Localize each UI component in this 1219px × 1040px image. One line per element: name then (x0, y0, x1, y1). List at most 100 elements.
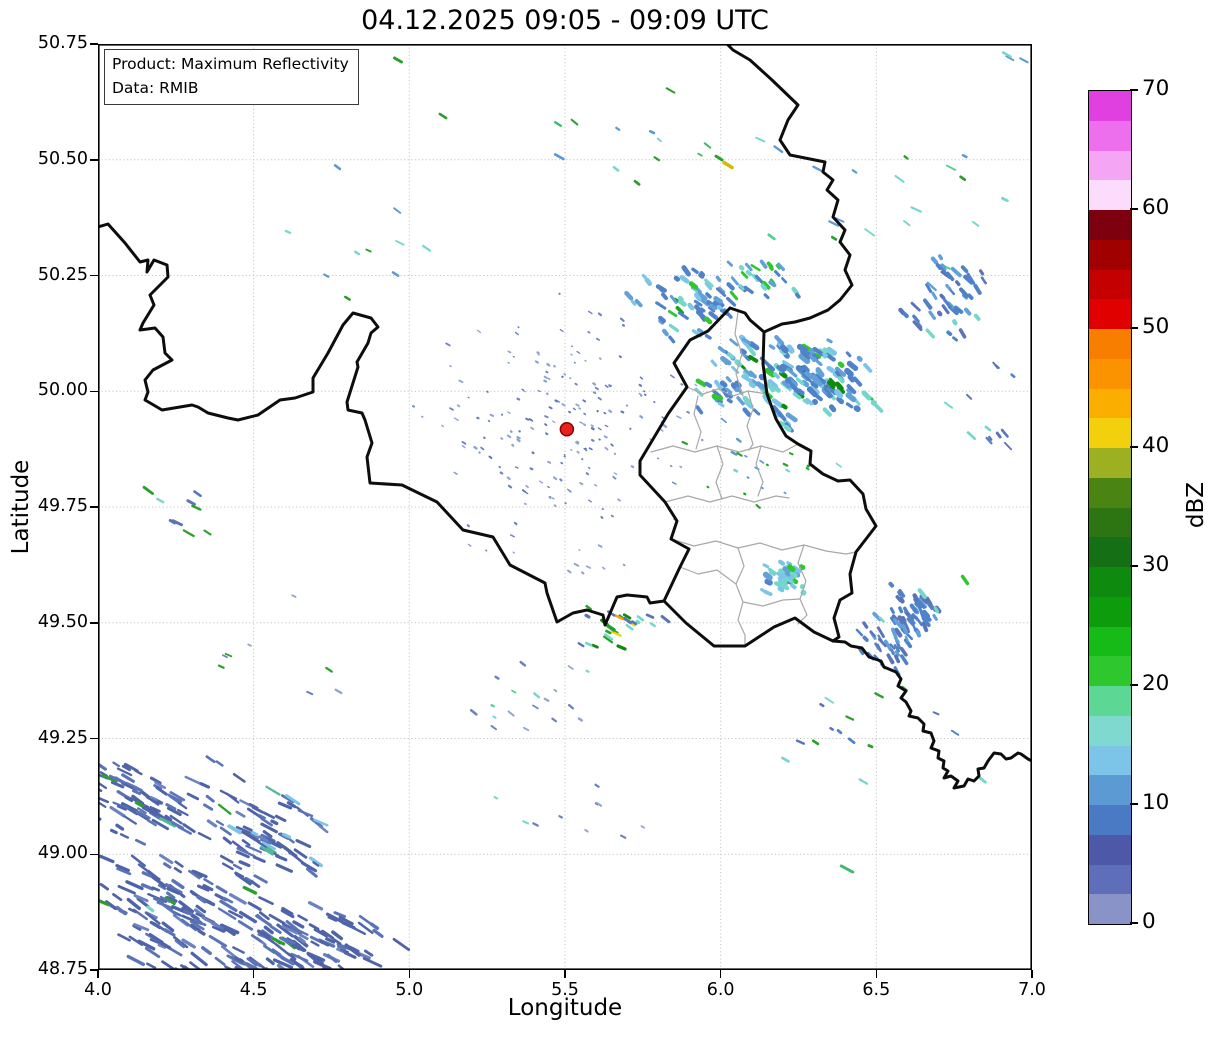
radar-echo (115, 823, 125, 831)
radar-echo (220, 945, 238, 959)
radar-echo (201, 916, 221, 928)
radar-echo (736, 396, 745, 406)
radar-echo (966, 393, 973, 400)
radar-echo (829, 726, 834, 731)
radar-echo (704, 381, 713, 388)
radar-echo (577, 642, 585, 648)
radar-echo (768, 280, 777, 288)
radar-echo (518, 430, 521, 433)
radar-echo (154, 781, 167, 790)
radar-echo (145, 911, 161, 925)
y-tick-mark (90, 969, 98, 971)
radar-echo (639, 376, 644, 380)
radar-echo (199, 782, 211, 789)
radar-echo (222, 896, 234, 904)
radar-echo (161, 921, 175, 933)
radar-echo (874, 692, 884, 699)
region-border (797, 544, 808, 625)
colorbar-tick-mark (1130, 208, 1138, 210)
radar-echo (221, 862, 234, 871)
colorbar-segment (1089, 477, 1131, 508)
radar-echo (604, 446, 609, 451)
radar-echo (123, 762, 139, 773)
radar-echo (553, 153, 565, 161)
radar-echo (166, 886, 181, 895)
radar-echo (995, 431, 1002, 439)
radar-echo (708, 311, 719, 320)
radar-echo (297, 914, 308, 922)
radar-echo (108, 774, 126, 784)
radar-echo (570, 118, 579, 126)
radar-echo (258, 896, 274, 906)
radar-echo (869, 630, 876, 638)
radar-echo (746, 345, 757, 357)
radar-echo (160, 901, 171, 911)
radar-echo (233, 956, 244, 964)
radar-echo (461, 440, 467, 445)
radar-echo (166, 806, 182, 817)
colorbar-tick-label: 60 (1142, 195, 1170, 220)
colorbar-tick-mark (1130, 922, 1138, 924)
radar-echo (563, 455, 566, 458)
radar-echo (232, 946, 245, 954)
radar-echo (290, 952, 309, 962)
colorbar-tick-label: 30 (1142, 552, 1170, 577)
radar-echo (512, 551, 516, 554)
x-tick-label: 6.0 (706, 980, 735, 1000)
radar-echo (631, 620, 638, 626)
radar-echo (157, 884, 167, 890)
radar-echo (524, 502, 527, 506)
radar-echo (679, 465, 683, 469)
country-border (98, 222, 666, 627)
radar-echo (544, 432, 549, 436)
radar-echo (938, 254, 944, 261)
radar-echo (220, 854, 234, 864)
radar-echo (458, 379, 464, 384)
radar-echo (844, 367, 854, 378)
radar-echo (858, 647, 865, 656)
colorbar-tick-label: 0 (1142, 909, 1156, 934)
radar-echo (587, 466, 591, 470)
radar-echo (762, 563, 770, 569)
radar-echo (768, 344, 776, 350)
radar-echo (169, 791, 186, 802)
colorbar-segment (1089, 120, 1131, 151)
radar-echo (744, 262, 753, 272)
radar-echo (847, 737, 856, 745)
radar-echo (917, 588, 927, 600)
radar-echo (729, 338, 739, 347)
colorbar-segment (1089, 715, 1131, 746)
radar-echo (597, 396, 602, 401)
radar-echo (121, 764, 131, 772)
radar-echo (584, 641, 593, 647)
radar-echo (912, 593, 920, 603)
radar-echo (563, 373, 567, 376)
radar-echo (863, 363, 873, 373)
radar-echo (519, 660, 527, 667)
radar-echo (221, 654, 228, 659)
radar-echo (219, 899, 238, 913)
radar-echo (245, 844, 262, 854)
radar-echo (124, 796, 133, 803)
radar-echo (852, 376, 863, 387)
radar-echo (722, 160, 734, 170)
radar-echo (987, 435, 993, 441)
radar-echo (273, 852, 281, 859)
radar-echo (777, 586, 785, 593)
radar-echo (639, 415, 644, 419)
radar-echo (629, 427, 632, 430)
radar-echo (343, 951, 357, 959)
radar-echo (478, 451, 481, 454)
radar-echo (547, 460, 552, 464)
radar-echo (748, 341, 760, 351)
colorbar-segment (1089, 805, 1131, 835)
radar-echo (532, 704, 539, 710)
radar-echo (729, 290, 739, 301)
radar-echo (978, 269, 985, 276)
radar-echo (559, 478, 563, 482)
radar-echo (546, 362, 551, 367)
radar-echo (348, 945, 360, 953)
radar-echo (790, 583, 797, 590)
radar-echo (128, 907, 137, 914)
radar-echo (337, 944, 347, 951)
